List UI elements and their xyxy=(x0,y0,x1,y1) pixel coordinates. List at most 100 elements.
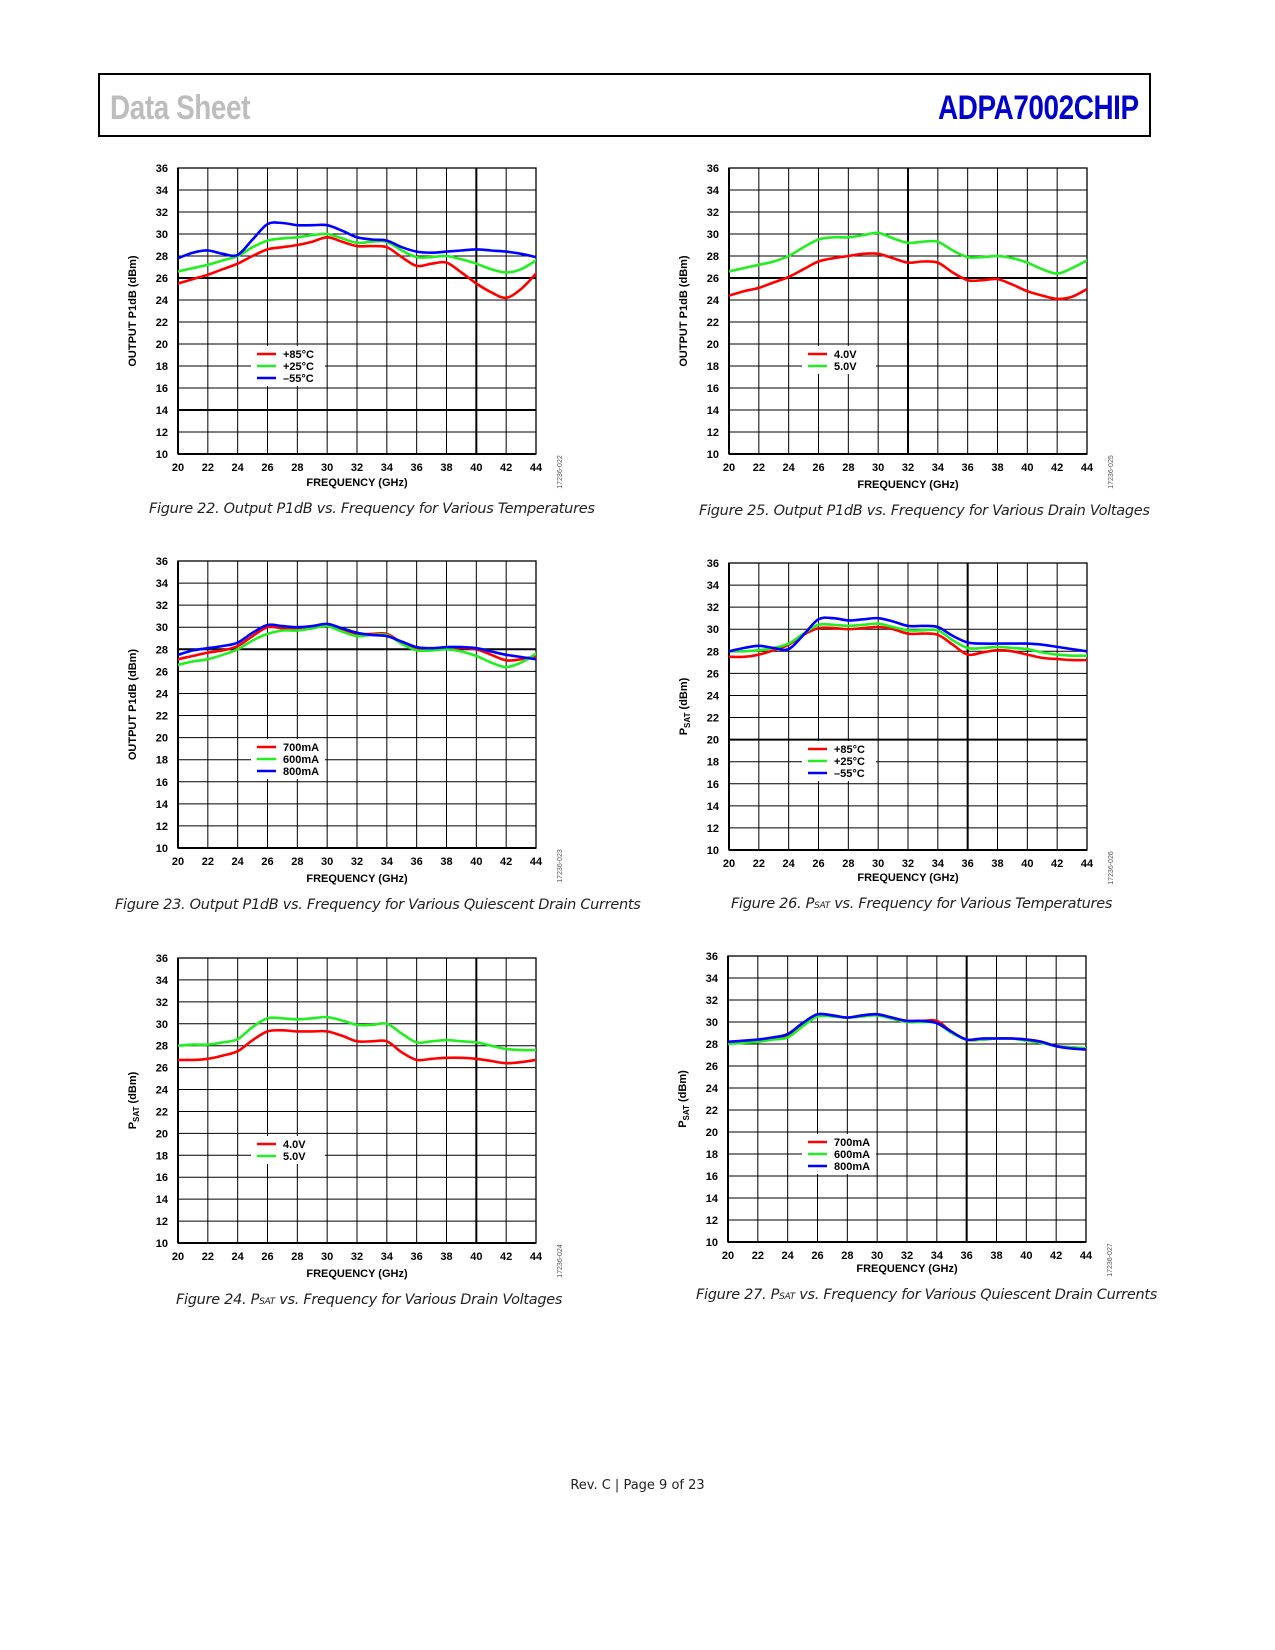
series-group xyxy=(178,221,536,300)
y-axis-label-sub: SAT xyxy=(683,712,692,728)
y-tick-label: 10 xyxy=(156,449,168,461)
x-tick-label: 30 xyxy=(872,858,884,870)
y-tick-label: 10 xyxy=(707,449,719,461)
x-tick-label: 42 xyxy=(1050,1250,1062,1262)
x-tick-label: 28 xyxy=(291,462,303,474)
series-line-50v xyxy=(178,1015,536,1052)
y-tick-label: 30 xyxy=(706,1017,718,1029)
figure-code: 17236-027 xyxy=(1107,1243,1114,1277)
x-tick-label: 26 xyxy=(261,856,273,868)
y-tick-label: 14 xyxy=(156,405,169,417)
x-tick-label: 40 xyxy=(470,462,482,474)
x-tick-label: 44 xyxy=(1080,1250,1093,1262)
y-axis-label: PSAT (dBm) xyxy=(677,1070,691,1128)
figure-caption-22: Figure 22. Output P1dB vs. Frequency for… xyxy=(149,501,595,517)
x-tick-label: 40 xyxy=(1021,858,1033,870)
y-tick-label: 24 xyxy=(156,295,169,307)
x-tick-label: 28 xyxy=(842,462,854,474)
y-axis-label-main: P xyxy=(677,1120,689,1127)
x-tick-label: 28 xyxy=(842,858,854,870)
y-tick-label: 30 xyxy=(707,229,719,241)
x-tick-label: 24 xyxy=(232,856,245,868)
x-tick-label: 32 xyxy=(902,858,914,870)
x-tick-label: 24 xyxy=(783,462,796,474)
y-tick-label: 24 xyxy=(707,295,720,307)
caption-sub: SAT xyxy=(814,901,830,911)
y-tick-label: 22 xyxy=(707,317,719,329)
y-tick-label: 30 xyxy=(156,229,168,241)
series-line-600ma xyxy=(178,624,536,669)
y-tick-label: 10 xyxy=(156,1238,168,1250)
x-tick-label: 42 xyxy=(500,856,512,868)
legend-label: 700mA xyxy=(834,1137,870,1149)
y-tick-label: 20 xyxy=(156,733,168,745)
figure-code: 17236-023 xyxy=(557,849,564,883)
series-line-40v xyxy=(729,252,1087,301)
legend: +85°C+25°C–55°C xyxy=(802,741,876,781)
y-tick-label: 32 xyxy=(707,207,719,219)
x-tick-label: 20 xyxy=(172,856,184,868)
x-tick-label: 22 xyxy=(202,856,214,868)
figure-caption-25: Figure 25. Output P1dB vs. Frequency for… xyxy=(699,503,1150,519)
y-tick-label: 18 xyxy=(707,757,719,769)
legend: 4.0V5.0V xyxy=(802,346,876,374)
y-axis-label-sub: SAT xyxy=(132,1106,141,1122)
grid xyxy=(728,562,1088,851)
x-tick-label: 26 xyxy=(811,1250,823,1262)
x-tick-label: 44 xyxy=(530,462,543,474)
y-axis-label: PSAT (dBm) xyxy=(127,1071,141,1129)
x-tick-label: 36 xyxy=(411,1251,423,1263)
y-tick-label: 14 xyxy=(156,1194,169,1206)
y-tick-label: 36 xyxy=(156,953,168,965)
series-line-800ma xyxy=(728,1012,1086,1051)
legend-label: 4.0V xyxy=(283,1139,306,1151)
y-tick-label: 22 xyxy=(707,713,719,725)
y-tick-label: 24 xyxy=(706,1083,719,1095)
y-tick-label: 30 xyxy=(156,1019,168,1031)
x-tick-label: 36 xyxy=(411,856,423,868)
x-tick-label: 34 xyxy=(381,1251,394,1263)
x-tick-label: 28 xyxy=(291,856,303,868)
x-tick-label: 40 xyxy=(470,1251,482,1263)
x-tick-label: 40 xyxy=(470,856,482,868)
y-tick-label: 28 xyxy=(706,1039,718,1051)
legend-label: +25°C xyxy=(834,756,865,768)
legend: +85°C+25°C–55°C xyxy=(251,346,325,386)
y-tick-label: 16 xyxy=(707,383,719,395)
y-tick-label: 24 xyxy=(707,690,720,702)
y-tick-label: 16 xyxy=(706,1171,718,1183)
legend-label: 800mA xyxy=(834,1161,870,1173)
x-tick-label: 20 xyxy=(723,462,735,474)
y-axis-label-tail: (dBm) xyxy=(678,677,690,712)
x-tick-label: 22 xyxy=(753,858,765,870)
legend-label: 800mA xyxy=(283,766,319,778)
x-tick-label: 24 xyxy=(782,1250,795,1262)
y-tick-label: 36 xyxy=(707,558,719,570)
y-tick-label: 16 xyxy=(707,779,719,791)
x-tick-label: 32 xyxy=(902,462,914,474)
x-tick-label: 32 xyxy=(351,856,363,868)
x-tick-label: 38 xyxy=(440,1251,452,1263)
y-tick-label: 18 xyxy=(156,1150,168,1162)
x-axis-label: FREQUENCY (GHz) xyxy=(857,872,959,884)
y-axis-label-main: P xyxy=(127,1122,139,1129)
legend-label: –55°C xyxy=(834,768,865,780)
x-tick-label: 36 xyxy=(962,858,974,870)
series-group xyxy=(178,1015,536,1065)
x-tick-label: 28 xyxy=(841,1250,853,1262)
x-tick-label: 20 xyxy=(172,462,184,474)
x-tick-label: 24 xyxy=(232,1251,245,1263)
caption-suffix: vs. Frequency for Various Drain Voltages xyxy=(274,1292,563,1308)
y-tick-label: 24 xyxy=(156,1085,169,1097)
x-tick-label: 42 xyxy=(1051,462,1063,474)
y-tick-label: 28 xyxy=(156,644,168,656)
y-tick-label: 32 xyxy=(156,207,168,219)
